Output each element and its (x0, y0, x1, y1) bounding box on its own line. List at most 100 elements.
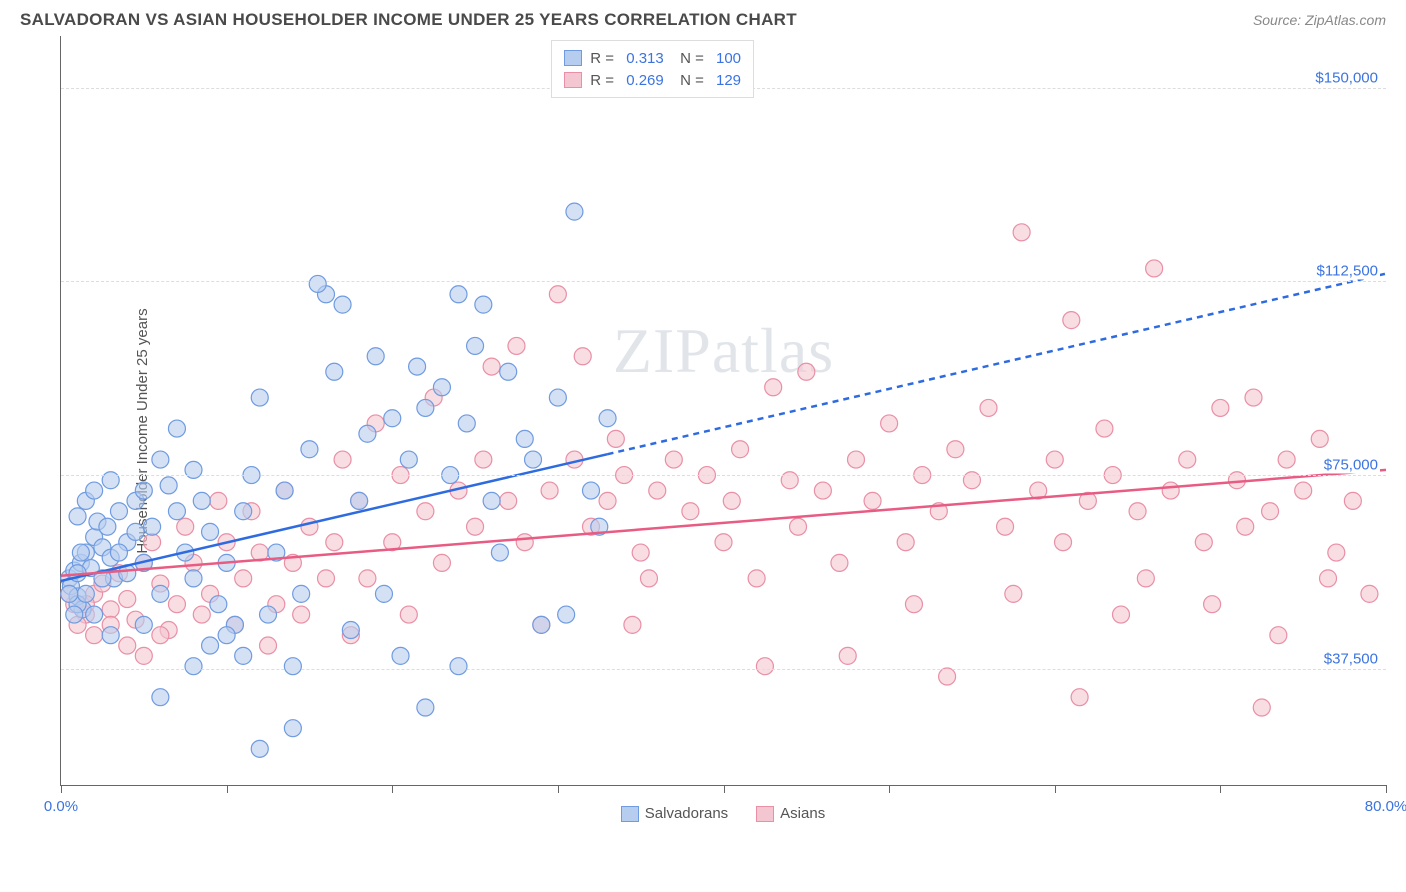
data-point (433, 379, 450, 396)
data-point (1344, 492, 1361, 509)
data-point (864, 492, 881, 509)
data-point (210, 492, 227, 509)
data-point (583, 482, 600, 499)
x-tick (1220, 785, 1221, 793)
plot-svg (61, 36, 1386, 785)
data-point (119, 591, 136, 608)
data-point (1195, 534, 1212, 551)
data-point (86, 627, 103, 644)
data-point (144, 534, 161, 551)
chart-header: SALVADORAN VS ASIAN HOUSEHOLDER INCOME U… (0, 0, 1406, 36)
data-point (599, 410, 616, 427)
x-tick (558, 785, 559, 793)
x-tick (1055, 785, 1056, 793)
data-point (1295, 482, 1312, 499)
data-point (732, 441, 749, 458)
data-point (748, 570, 765, 587)
data-point (450, 286, 467, 303)
data-point (135, 647, 152, 664)
data-point (86, 606, 103, 623)
gridline-y (61, 669, 1386, 670)
legend-row-salvadorans: R = 0.313 N = 100 (564, 47, 741, 69)
data-point (168, 596, 185, 613)
data-point (66, 606, 83, 623)
data-point (318, 570, 335, 587)
x-tick (227, 785, 228, 793)
data-point (185, 570, 202, 587)
data-point (326, 534, 343, 551)
data-point (409, 358, 426, 375)
data-point (500, 492, 517, 509)
data-point (417, 399, 434, 416)
data-point (284, 720, 301, 737)
label-salvadorans: Salvadorans (645, 805, 728, 822)
data-point (309, 275, 326, 292)
data-point (649, 482, 666, 499)
data-point (458, 415, 475, 432)
data-point (798, 363, 815, 380)
data-point (326, 363, 343, 380)
data-point (491, 544, 508, 561)
data-point (483, 358, 500, 375)
legend-row-asians: R = 0.269 N = 129 (564, 69, 741, 91)
data-point (508, 337, 525, 354)
data-point (723, 492, 740, 509)
data-point (1063, 312, 1080, 329)
chart-area: Householder Income Under 25 years ZIPatl… (60, 36, 1386, 826)
data-point (235, 503, 252, 520)
data-point (177, 518, 194, 535)
data-point (152, 585, 169, 602)
data-point (848, 451, 865, 468)
plot-region: ZIPatlas R = 0.313 N = 100 R = 0.269 N =… (60, 36, 1386, 786)
data-point (433, 554, 450, 571)
swatch-asians (564, 72, 582, 88)
data-point (119, 637, 136, 654)
data-point (897, 534, 914, 551)
data-point (193, 492, 210, 509)
data-point (202, 523, 219, 540)
data-point (500, 363, 517, 380)
data-point (1179, 451, 1196, 468)
data-point (86, 482, 103, 499)
legend-stats: R = 0.313 N = 100 R = 0.269 N = 129 (551, 40, 754, 98)
data-point (1071, 689, 1088, 706)
data-point (1146, 260, 1163, 277)
data-point (715, 534, 732, 551)
data-point (1237, 518, 1254, 535)
data-point (210, 596, 227, 613)
data-point (351, 492, 368, 509)
data-point (525, 451, 542, 468)
data-point (1262, 503, 1279, 520)
data-point (533, 616, 550, 633)
data-point (1311, 430, 1328, 447)
data-point (549, 389, 566, 406)
swatch-salvadorans-bottom (621, 806, 639, 822)
data-point (475, 296, 492, 313)
data-point (549, 286, 566, 303)
y-tick-label: $75,000 (1322, 457, 1380, 474)
x-tick (724, 785, 725, 793)
data-point (193, 606, 210, 623)
chart-source: Source: ZipAtlas.com (1253, 12, 1386, 28)
data-point (110, 503, 127, 520)
data-point (334, 451, 351, 468)
data-point (144, 518, 161, 535)
data-point (905, 596, 922, 613)
y-tick-label: $37,500 (1322, 650, 1380, 667)
gridline-y (61, 475, 1386, 476)
data-point (881, 415, 898, 432)
data-point (417, 503, 434, 520)
data-point (516, 430, 533, 447)
data-point (284, 658, 301, 675)
chart-title: SALVADORAN VS ASIAN HOUSEHOLDER INCOME U… (20, 10, 797, 30)
data-point (400, 606, 417, 623)
data-point (640, 570, 657, 587)
swatch-asians-bottom (756, 806, 774, 822)
legend-item-salvadorans: Salvadorans (621, 805, 728, 822)
data-point (367, 348, 384, 365)
data-point (218, 627, 235, 644)
data-point (1113, 606, 1130, 623)
data-point (77, 585, 94, 602)
data-point (110, 544, 127, 561)
data-point (260, 637, 277, 654)
